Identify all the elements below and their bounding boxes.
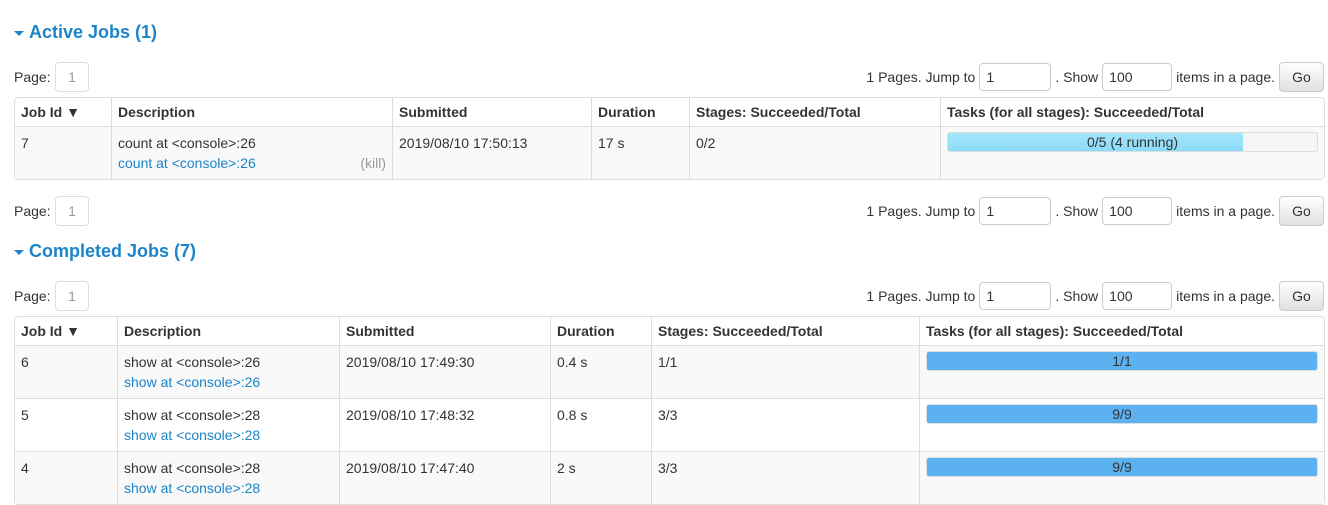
pages-text: 1 Pages. Jump to	[866, 288, 976, 304]
succeeded-fill	[927, 352, 1317, 370]
page-label: Page:	[14, 69, 51, 85]
succeeded-fill	[927, 405, 1317, 423]
job-link[interactable]: show at <console>:28	[124, 427, 261, 443]
page-button[interactable]: 1	[55, 62, 89, 92]
pages-text: 1 Pages. Jump to	[866, 69, 976, 85]
stages-progress: 3/3	[651, 398, 919, 451]
header-submitted[interactable]: Submitted	[392, 98, 591, 127]
tasks-progress-bar: 0/5 (4 running)	[947, 132, 1318, 152]
table-row: 6 show at <console>:26 show at <console>:2…	[15, 346, 1324, 398]
header-tasks[interactable]: Tasks (for all stages): Succeeded/Total	[919, 317, 1324, 346]
page-label: Page:	[14, 288, 51, 304]
show-text: . Show	[1055, 69, 1099, 85]
tasks-progress-bar: 9/9	[926, 457, 1318, 477]
show-text: . Show	[1055, 203, 1099, 219]
duration: 2 s	[550, 451, 651, 504]
tasks-progress-label: 9/9	[1112, 406, 1132, 422]
job-description: show at <console>:26	[124, 354, 261, 370]
job-description: count at <console>:26	[118, 135, 256, 151]
running-fill	[948, 133, 1244, 151]
jump-to-input[interactable]	[979, 197, 1052, 225]
table-row: 5 show at <console>:28 show at <console>:2…	[15, 398, 1324, 451]
succeeded-fill	[927, 458, 1317, 476]
tasks-cell: 1/1	[919, 346, 1324, 398]
job-id: 4	[15, 451, 117, 504]
go-button[interactable]: Go	[1279, 62, 1324, 92]
tasks-cell: 9/9	[919, 451, 1324, 504]
kill-link[interactable]: (kill)	[360, 155, 386, 171]
show-text: . Show	[1055, 288, 1099, 304]
submitted-time: 2019/08/10 17:47:40	[339, 451, 550, 504]
header-submitted[interactable]: Submitted	[339, 317, 550, 346]
pages-text: 1 Pages. Jump to	[866, 203, 976, 219]
header-duration[interactable]: Duration	[550, 317, 651, 346]
active-pager-top: Page: 1 1 Pages. Jump to . Show items in a…	[14, 62, 1324, 92]
collapse-caret-icon	[14, 30, 24, 36]
stages-progress: 0/2	[689, 127, 940, 179]
table-row: 4 show at <console>:28 show at <console>:2…	[15, 451, 1324, 504]
active-jobs-table: Job Id ▼ Description Submitted Duration Stag…	[14, 97, 1325, 180]
page-size-input[interactable]	[1102, 197, 1173, 225]
submitted-time: 2019/08/10 17:49:30	[339, 346, 550, 398]
header-description[interactable]: Description	[111, 98, 392, 127]
stages-progress: 3/3	[651, 451, 919, 504]
page-button[interactable]: 1	[55, 281, 89, 311]
job-description: show at <console>:28	[124, 460, 261, 476]
job-id: 6	[15, 346, 117, 398]
items-text: items in a page.	[1176, 288, 1275, 304]
job-description: show at <console>:28	[124, 407, 261, 423]
page-size-input[interactable]	[1102, 282, 1173, 310]
duration: 17 s	[591, 127, 689, 179]
submitted-time: 2019/08/10 17:48:32	[339, 398, 550, 451]
jump-to-input[interactable]	[979, 63, 1052, 91]
duration: 0.4 s	[550, 346, 651, 398]
header-tasks[interactable]: Tasks (for all stages): Succeeded/Total	[940, 98, 1324, 127]
items-text: items in a page.	[1176, 69, 1275, 85]
page-size-input[interactable]	[1102, 63, 1173, 91]
header-stages[interactable]: Stages: Succeeded/Total	[689, 98, 940, 127]
tasks-progress-label: 0/5 (4 running)	[1086, 134, 1179, 150]
go-button[interactable]: Go	[1279, 281, 1324, 311]
tasks-progress-label: 1/1	[1112, 353, 1132, 369]
description-cell: show at <console>:28 show at <console>:28	[117, 451, 339, 504]
header-job-id[interactable]: Job Id ▼	[15, 98, 111, 127]
job-id: 5	[15, 398, 117, 451]
header-job-id[interactable]: Job Id ▼	[15, 317, 117, 346]
stages-progress: 1/1	[651, 346, 919, 398]
items-text: items in a page.	[1176, 203, 1275, 219]
section-title: Active Jobs (1)	[29, 22, 158, 42]
header-description[interactable]: Description	[117, 317, 339, 346]
header-duration[interactable]: Duration	[591, 98, 689, 127]
header-stages[interactable]: Stages: Succeeded/Total	[651, 317, 919, 346]
tasks-progress-label: 9/9	[1112, 459, 1132, 475]
go-button[interactable]: Go	[1279, 196, 1324, 226]
tasks-cell: 0/5 (4 running)	[940, 127, 1324, 179]
job-link[interactable]: show at <console>:26	[124, 374, 261, 390]
tasks-progress-bar: 9/9	[926, 404, 1318, 424]
table-row: 7 count at <console>:26 (kill) count at <co…	[15, 127, 1324, 179]
description-cell: count at <console>:26 (kill) count at <con…	[111, 127, 392, 179]
active-pager-bottom: Page: 1 1 Pages. Jump to . Show items in a…	[14, 196, 1324, 226]
active-jobs-toggle[interactable]: Active Jobs (1)	[14, 22, 157, 43]
tasks-progress-bar: 1/1	[926, 351, 1318, 371]
submitted-time: 2019/08/10 17:50:13	[392, 127, 591, 179]
description-cell: show at <console>:26 show at <console>:26	[117, 346, 339, 398]
duration: 0.8 s	[550, 398, 651, 451]
completed-jobs-toggle[interactable]: Completed Jobs (7)	[14, 241, 196, 262]
page-button[interactable]: 1	[55, 196, 89, 226]
tasks-cell: 9/9	[919, 398, 1324, 451]
page-label: Page:	[14, 203, 51, 219]
completed-pager-top: Page: 1 1 Pages. Jump to . Show items in a…	[14, 281, 1324, 311]
job-id: 7	[15, 127, 111, 179]
completed-jobs-table: Job Id ▼ Description Submitted Duration Stag…	[14, 316, 1325, 505]
section-title: Completed Jobs (7)	[29, 241, 197, 261]
job-link[interactable]: count at <console>:26	[118, 155, 256, 171]
job-link[interactable]: show at <console>:28	[124, 480, 261, 496]
description-cell: show at <console>:28 show at <console>:28	[117, 398, 339, 451]
collapse-caret-icon	[14, 249, 24, 255]
jump-to-input[interactable]	[979, 282, 1052, 310]
